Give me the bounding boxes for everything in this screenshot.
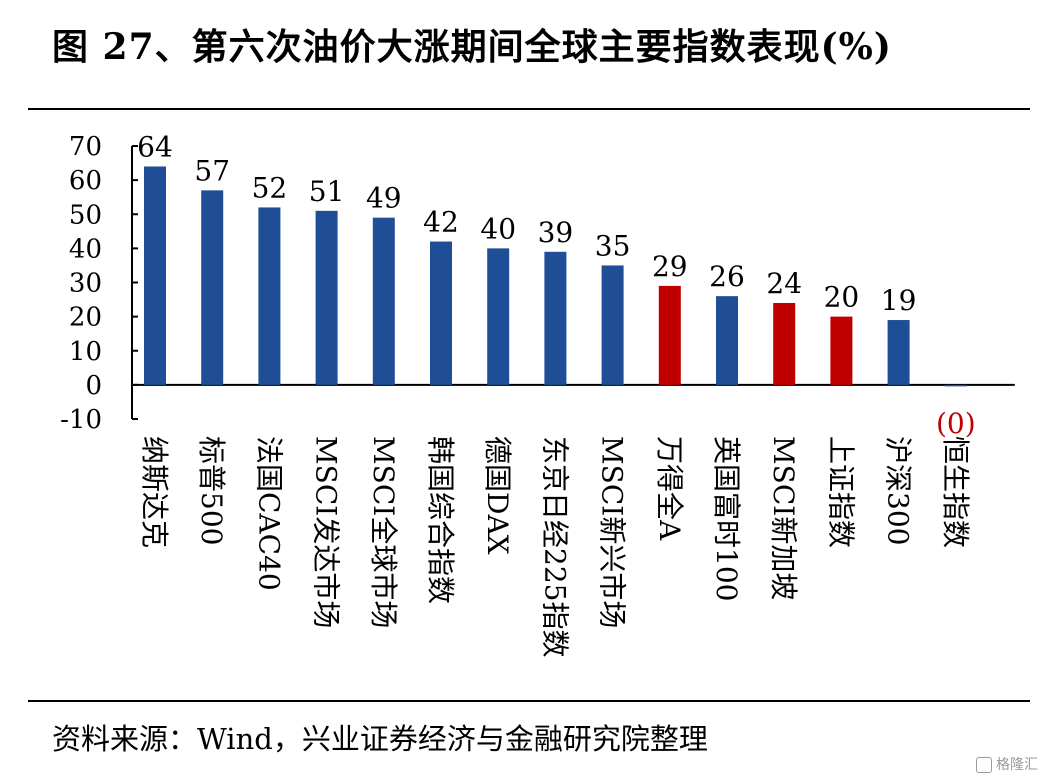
y-tick-label: 70 [69,132,102,162]
data-label: 64 [137,130,173,163]
bar [658,285,681,385]
bar [944,384,967,387]
y-tick-label: 30 [69,269,102,299]
bar-chart: 70 60 50 40 30 20 10 0 -10 64 57 52 51 49 42 40 39 35 29 2… [60,130,1015,657]
category-label: MSCI新兴市场 [596,436,629,628]
y-tick-label: 10 [69,337,102,367]
data-labels: 64 57 52 51 49 42 40 39 35 29 26 24 20 19 (0) [137,130,975,439]
bar [773,302,796,385]
bar [258,207,281,385]
data-label: 42 [423,206,459,239]
category-label: 德国DAX [481,436,514,555]
y-tick-label: 20 [69,303,102,333]
category-label: 沪深300 [882,436,915,545]
category-label: 法国CAC40 [252,436,285,591]
bar [544,251,567,385]
category-label: 恒生指数 [939,436,972,548]
data-label: 29 [652,250,688,283]
category-labels: 纳斯达克 标普500 法国CAC40 MSCI发达市场 MSCI全球市场 韩国综合指数 德国… [138,436,972,657]
category-label: 韩国综合指数 [424,436,457,604]
y-tick-label: -10 [60,405,102,435]
bar [487,248,510,385]
data-label: 51 [309,175,345,208]
category-label: MSCI发达市场 [310,436,343,628]
top-rule [28,108,1030,110]
data-label: 35 [595,229,631,262]
y-tick-label: 40 [69,234,102,264]
watermark: 格隆汇 [976,754,1038,774]
source-note: 资料来源：Wind，兴业证券经济与金融研究院整理 [52,722,708,756]
bar [201,190,224,385]
category-label: MSCI全球市场 [367,436,400,628]
bar [716,296,738,385]
data-label: 57 [194,154,230,187]
data-label: (0) [936,407,976,440]
data-label: 26 [709,260,745,293]
chart-title: 图 27、第六次油价大涨期间全球主要指数表现(%) [52,26,892,68]
watermark-text: 格隆汇 [996,757,1038,773]
category-label: 英国富时100 [710,436,743,601]
bars [144,166,967,387]
bar [887,320,910,385]
category-label: MSCI新加坡 [767,436,800,600]
bottom-rule [28,700,1030,702]
y-tick-label: 50 [69,200,102,230]
data-label: 40 [480,212,516,245]
bar [372,217,395,385]
category-label: 上证指数 [824,436,857,548]
data-label: 39 [538,216,574,249]
category-label: 标普500 [195,436,228,545]
data-label: 24 [766,267,802,300]
category-label: 万得全A [653,436,686,541]
bar [315,210,338,385]
bar [144,166,166,385]
category-label: 东京日经225指数 [538,436,571,657]
data-label: 49 [366,182,402,215]
data-label: 19 [881,284,917,317]
data-label: 20 [824,281,860,314]
y-tick-label: 0 [85,371,102,401]
bar [830,316,853,385]
bar [601,265,624,385]
data-label: 52 [252,171,288,204]
watermark-logo-icon [976,757,992,773]
bar [430,241,452,385]
category-label: 纳斯达克 [138,436,171,548]
y-tick-label: 60 [69,166,102,196]
